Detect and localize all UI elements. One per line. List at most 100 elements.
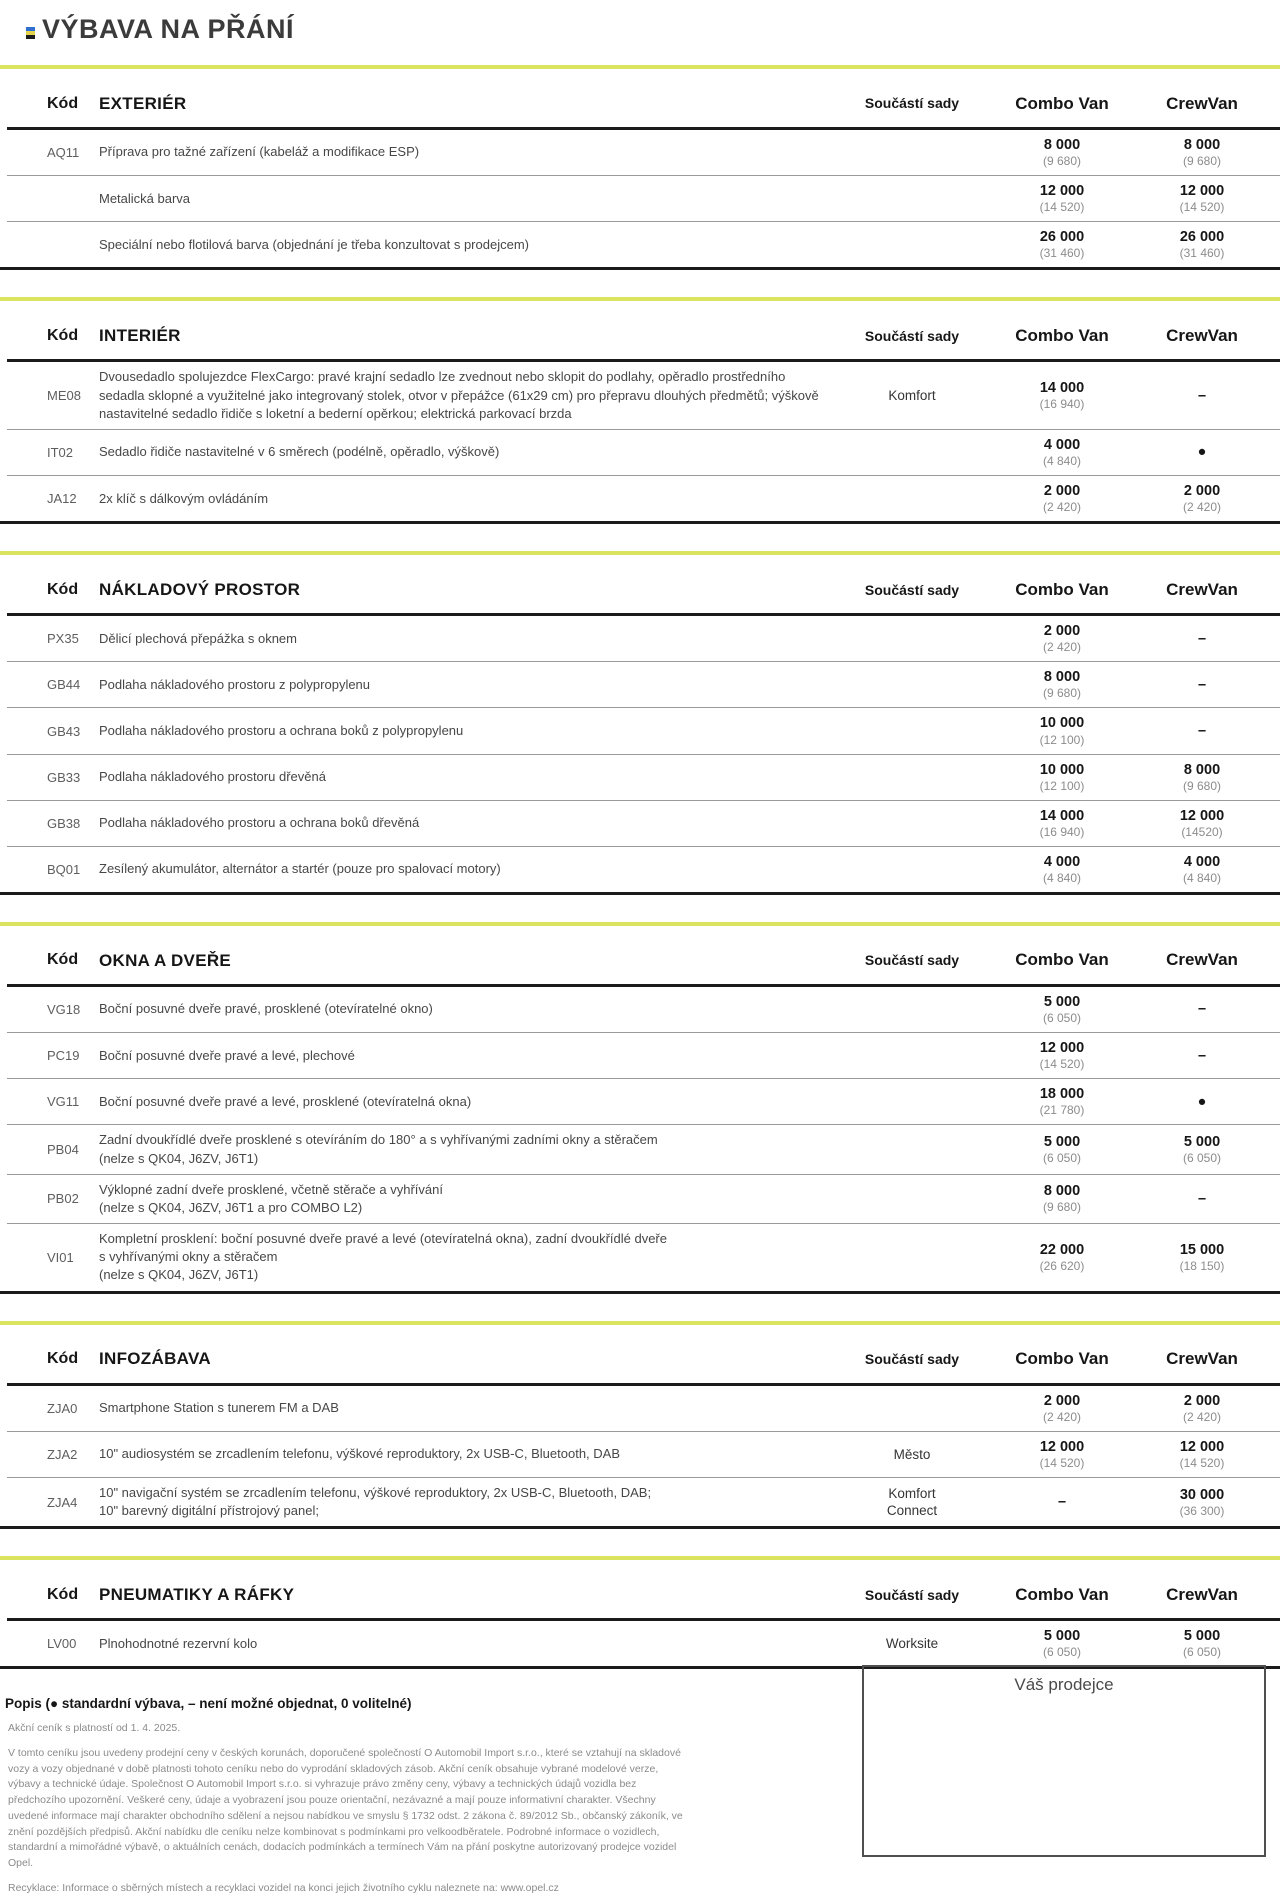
description-cell: Boční posuvné dveře pravé a levé, proskl… — [99, 1093, 472, 1109]
code-cell: BQ01 — [47, 861, 81, 877]
section-title: PNEUMATIKY A RÁFKY — [99, 1584, 295, 1604]
column-header-combo: Combo Van — [1015, 1584, 1109, 1604]
combo-price-cell: 5 000 (6 050) — [992, 1133, 1132, 1166]
table-row: AQ11 Příprava pro tažné zařízení (kabelá… — [7, 130, 1280, 175]
code-cell: GB38 — [47, 815, 81, 831]
table-row: ZJA4 10" navigační systém se zrcadlením … — [7, 1476, 1280, 1526]
price-section: Kód INFOZÁBAVA Součástí sady Combo Van C… — [0, 1320, 1280, 1530]
code-cell: ZJA4 — [47, 1494, 78, 1510]
table-row: GB38 Podlaha nákladového prostoru a ochr… — [7, 799, 1280, 846]
crew-price-cell: 12 000 (14 520) — [1132, 182, 1272, 215]
description-cell: Plnohodnotné rezervní kolo — [99, 1635, 258, 1651]
column-header-code: Kód — [47, 580, 79, 598]
table-row: ME08 Dvousedadlo spolujezdce FlexCargo: … — [7, 362, 1280, 429]
crew-price: 5 000 — [1183, 1628, 1221, 1645]
combo-price-alt: (4 840) — [1042, 870, 1082, 885]
combo-price-alt: (26 620) — [1039, 1258, 1085, 1273]
combo-price-cell: 12 000 (14 520) — [992, 1438, 1132, 1471]
code-cell: ZJA2 — [47, 1446, 78, 1462]
crew-price-cell: – — [1132, 722, 1272, 740]
combo-price-alt: (14 520) — [1039, 200, 1085, 215]
combo-price-cell: 2 000 (2 420) — [992, 622, 1132, 655]
bundle-cell: Město — [893, 1446, 931, 1462]
combo-price: 8 000 — [1043, 1183, 1081, 1200]
section-accent-line — [0, 1320, 1280, 1325]
combo-price-cell: 5 000 (6 050) — [992, 993, 1132, 1026]
column-header-combo: Combo Van — [1015, 950, 1109, 970]
combo-price: – — [1057, 1494, 1067, 1510]
price-section: Kód INTERIÉR Součástí sady Combo Van Cre… — [0, 297, 1280, 525]
table-row: IT02 Sedadlo řidiče nastavitelné v 6 smě… — [7, 428, 1280, 475]
code-cell: GB43 — [47, 723, 81, 739]
crew-price-alt: (6 050) — [1182, 1151, 1222, 1166]
column-header-code: Kód — [47, 94, 79, 112]
crew-price-cell: 15 000 (18 150) — [1132, 1241, 1272, 1274]
combo-price-alt: (4 840) — [1042, 454, 1082, 469]
table-row: PB04 Zadní dvoukřídlé dveře prosklené s … — [7, 1124, 1280, 1173]
section-title: EXTERIÉR — [99, 93, 187, 113]
description-cell: Boční posuvné dveře pravé, prosklené (ot… — [99, 1001, 433, 1017]
column-header-combo: Combo Van — [1015, 325, 1109, 345]
combo-price-cell: 2 000 (2 420) — [992, 482, 1132, 515]
crew-price-alt: (2 420) — [1182, 1409, 1222, 1424]
crew-price: – — [1197, 387, 1207, 404]
column-header-code: Kód — [47, 951, 79, 969]
legal-text: V tomto ceníku jsou uvedeny prodejní cen… — [8, 1746, 683, 1869]
description-cell: Zadní dvoukřídlé dveře prosklené s oteví… — [99, 1132, 658, 1166]
table-row: Speciální nebo flotilová barva (objednán… — [7, 221, 1280, 267]
code-cell: IT02 — [47, 445, 74, 460]
price-section: Kód OKNA A DVEŘE Součástí sady Combo Van… — [0, 921, 1280, 1294]
crew-price: 8 000 — [1183, 761, 1221, 778]
price-section: Kód PNEUMATIKY A RÁFKY Součástí sady Com… — [0, 1556, 1280, 1670]
combo-price: 2 000 — [1043, 483, 1081, 500]
table-header-row: Kód INTERIÉR Součástí sady Combo Van Cre… — [7, 312, 1280, 363]
bundle-cell: Worksite — [885, 1636, 939, 1652]
table-body: AQ11 Příprava pro tažné zařízení (kabelá… — [0, 130, 1280, 271]
table-body: LV00 Plnohodnotné rezervní kolo Worksite… — [0, 1621, 1280, 1670]
combo-price-alt: (14 520) — [1039, 1455, 1085, 1470]
code-cell: VG11 — [47, 1094, 80, 1110]
description-cell: Metalická barva — [99, 190, 191, 206]
column-header-crew: CrewVan — [1166, 579, 1238, 599]
combo-price-alt: (12 100) — [1039, 732, 1085, 747]
combo-price-alt: (9 680) — [1042, 154, 1082, 169]
description-cell: Dvousedadlo spolujezdce FlexCargo: pravé… — [99, 369, 819, 421]
crew-price-cell: 2 000 (2 420) — [1132, 1392, 1272, 1425]
table-row: PX35 Dělicí plechová přepážka s oknem 2 … — [7, 616, 1280, 661]
validity-note: Akční ceník s platností od 1. 4. 2025. — [8, 1722, 181, 1734]
crew-price-cell: 8 000 (9 680) — [1132, 761, 1272, 794]
description-cell: Sedadlo řidiče nastavitelné v 6 směrech … — [99, 444, 500, 460]
section-title: OKNA A DVEŘE — [99, 950, 232, 970]
price-section: Kód NÁKLADOVÝ PROSTOR Součástí sady Comb… — [0, 551, 1280, 895]
description-cell: Podlaha nákladového prostoru dřevěná — [99, 769, 326, 785]
column-header-bundle: Součástí sady — [864, 1351, 960, 1368]
description-cell: Podlaha nákladového prostoru a ochrana b… — [99, 815, 420, 831]
column-header-bundle: Součástí sady — [864, 952, 960, 969]
crew-price-cell: 30 000 (36 300) — [1132, 1486, 1272, 1519]
combo-price: 12 000 — [1039, 1040, 1085, 1057]
crew-price: 5 000 — [1183, 1133, 1221, 1150]
table-row: BQ01 Zesílený akumulátor, alternátor a s… — [7, 845, 1280, 892]
legal-footer: Akční ceník s platností od 1. 4. 2025. V… — [8, 1721, 684, 1897]
column-header-bundle: Součástí sady — [864, 581, 960, 598]
crew-price-alt: (14 520) — [1179, 200, 1225, 215]
combo-price-alt: (31 460) — [1039, 246, 1085, 261]
combo-price: 22 000 — [1039, 1241, 1085, 1258]
combo-price-cell: 14 000 (16 940) — [992, 807, 1132, 840]
crew-price-cell: 5 000 (6 050) — [1132, 1133, 1272, 1166]
column-header-bundle: Součástí sady — [864, 1586, 960, 1603]
combo-price: 5 000 — [1043, 993, 1081, 1010]
table-header-row: Kód INFOZÁBAVA Součástí sady Combo Van C… — [7, 1336, 1280, 1386]
combo-price-cell: 10 000 (12 100) — [992, 761, 1132, 794]
crew-price: 12 000 — [1179, 1438, 1225, 1455]
column-header-combo: Combo Van — [1015, 1349, 1109, 1369]
section-accent-line — [0, 1556, 1280, 1561]
combo-price-cell: 5 000 (6 050) — [992, 1627, 1132, 1660]
crew-price-cell: – — [1132, 1047, 1272, 1065]
code-cell: GB44 — [47, 677, 81, 693]
description-cell: Zesílený akumulátor, alternátor a starté… — [99, 861, 501, 877]
table-row: ZJA0 Smartphone Station s tunerem FM a D… — [7, 1386, 1280, 1431]
description-cell: Dělicí plechová přepážka s oknem — [99, 630, 297, 646]
combo-price: 12 000 — [1039, 1438, 1085, 1455]
column-header-crew: CrewVan — [1166, 950, 1238, 970]
